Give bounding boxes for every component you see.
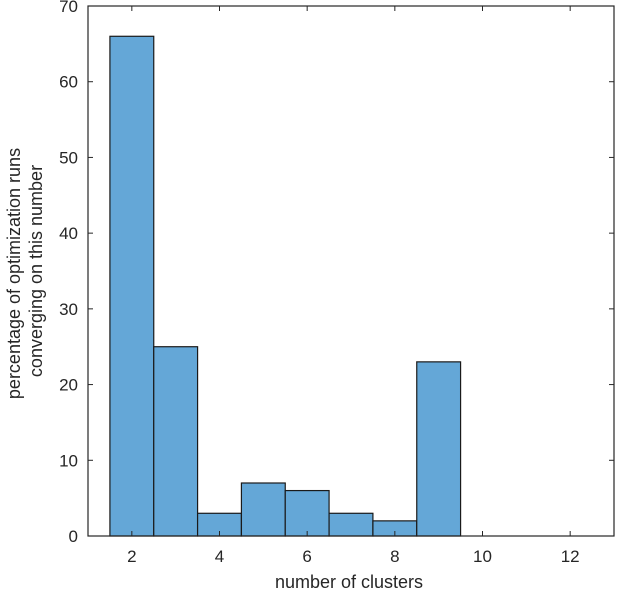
y-tick-label-50: 50: [59, 148, 78, 167]
y-tick-label-30: 30: [59, 300, 78, 319]
plot-frame: [87, 5, 615, 537]
y-axis-label-line-1: percentage of optimization runs: [4, 148, 24, 399]
bar-2: [109, 35, 155, 537]
y-tick-label-10: 10: [59, 451, 78, 470]
bar-3: [153, 346, 199, 537]
bars-layer: [109, 35, 462, 537]
x-tick-label-8: 8: [390, 547, 399, 566]
y-axis-label: percentage of optimization runs convergi…: [4, 143, 46, 399]
ticks-layer: 2 4 6 8 10 12 0 10 20 30 40 50 60 70: [59, 0, 614, 566]
x-tick-label-4: 4: [215, 547, 224, 566]
bar-6: [284, 489, 330, 537]
y-tick-label-40: 40: [59, 224, 78, 243]
y-tick-label-60: 60: [59, 73, 78, 92]
y-axis-label-line-2: converging on this number: [26, 165, 46, 377]
y-tick-label-0: 0: [69, 527, 78, 546]
x-tick-label-2: 2: [127, 547, 136, 566]
bar-7: [328, 512, 374, 537]
bar-5: [240, 482, 286, 537]
y-tick-label-20: 20: [59, 376, 78, 395]
x-axis-label: number of clusters: [275, 572, 423, 592]
x-tick-label-6: 6: [302, 547, 311, 566]
axes-layer: [87, 5, 615, 537]
y-tick-label-70: 70: [59, 0, 78, 16]
x-tick-label-10: 10: [473, 547, 492, 566]
x-tick-label-12: 12: [561, 547, 580, 566]
bar-9: [416, 361, 462, 537]
